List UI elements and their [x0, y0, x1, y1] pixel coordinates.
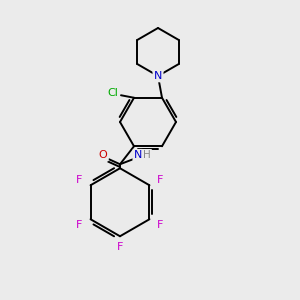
Text: F: F [157, 175, 164, 185]
Text: H: H [143, 150, 151, 160]
Text: O: O [99, 150, 107, 160]
Text: F: F [76, 175, 83, 185]
Text: F: F [117, 242, 123, 252]
Text: Cl: Cl [108, 88, 118, 98]
Text: N: N [134, 150, 142, 160]
Text: F: F [76, 220, 83, 230]
Text: N: N [154, 71, 162, 81]
Text: F: F [157, 220, 164, 230]
